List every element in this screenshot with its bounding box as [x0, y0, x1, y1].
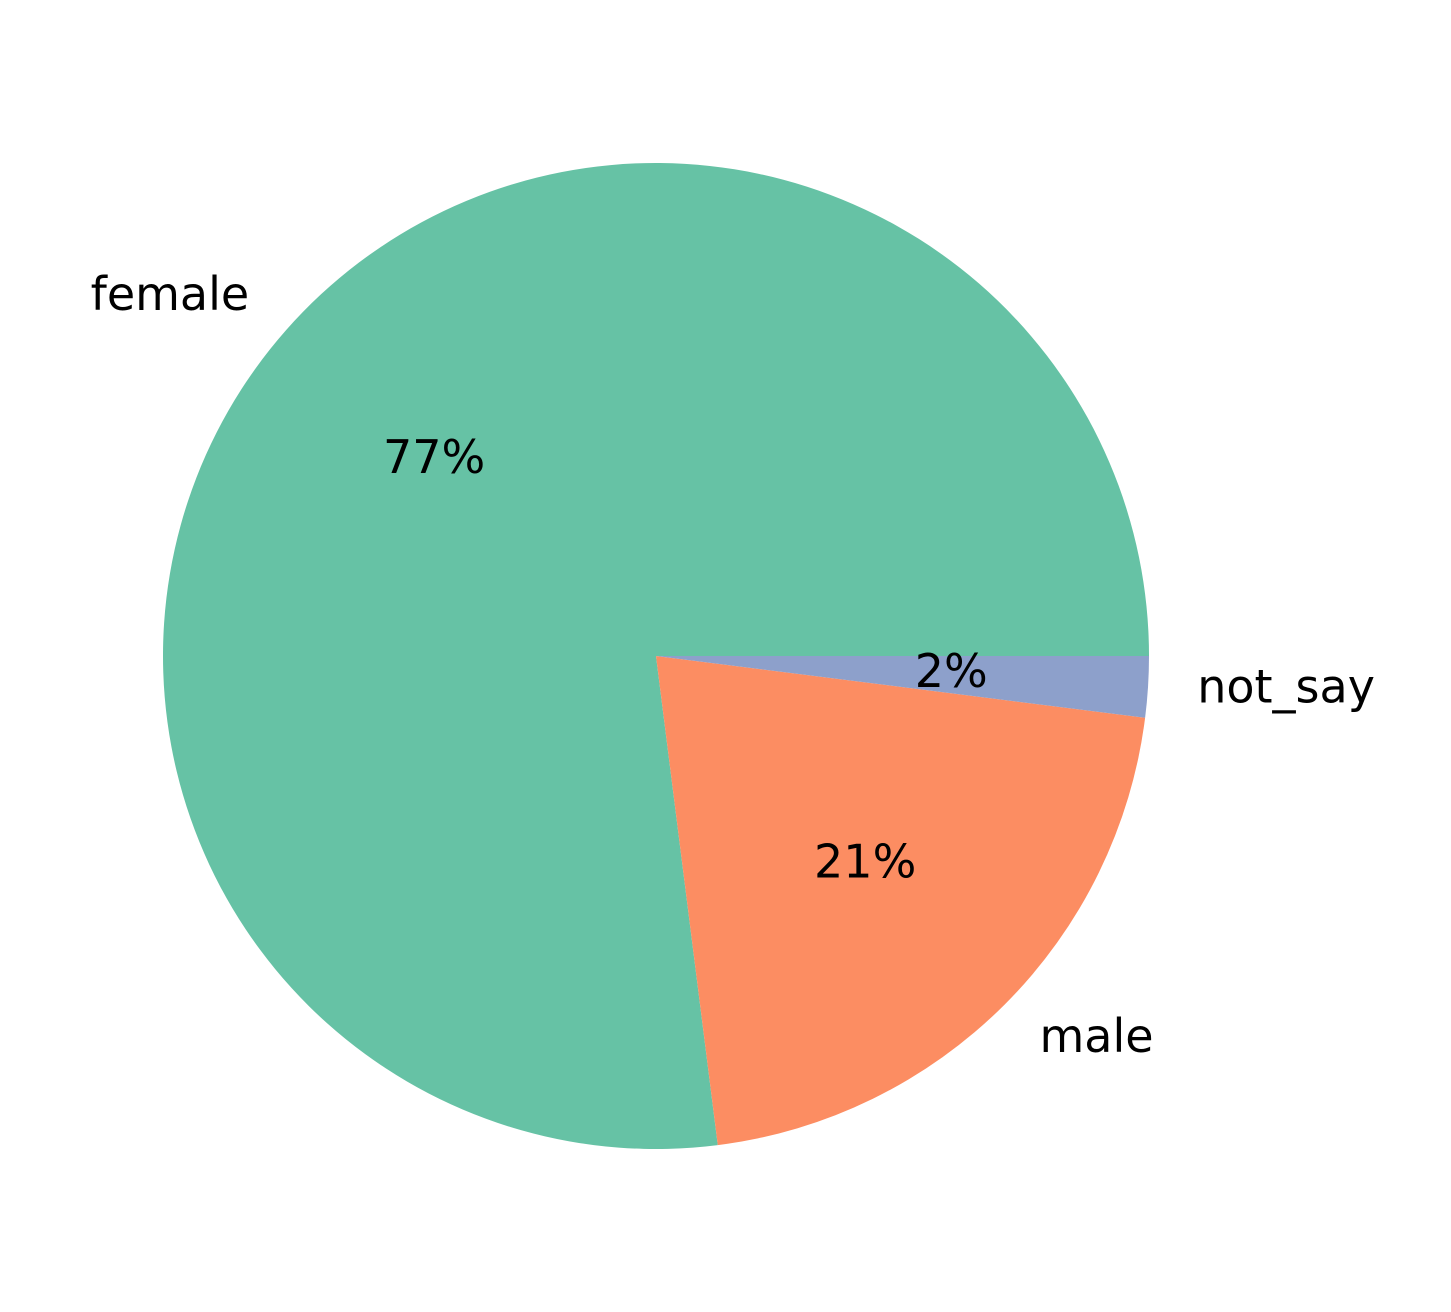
value-label: 21% [814, 835, 916, 889]
value-label: 77% [383, 430, 485, 484]
category-label: not_say [1197, 660, 1375, 714]
pie-slice [656, 656, 1146, 1146]
pie-slice [162, 163, 1149, 1149]
pie-slice [656, 656, 1149, 718]
category-label: male [1039, 1009, 1153, 1063]
category-label: female [91, 267, 250, 321]
value-label: 2% [915, 644, 988, 698]
